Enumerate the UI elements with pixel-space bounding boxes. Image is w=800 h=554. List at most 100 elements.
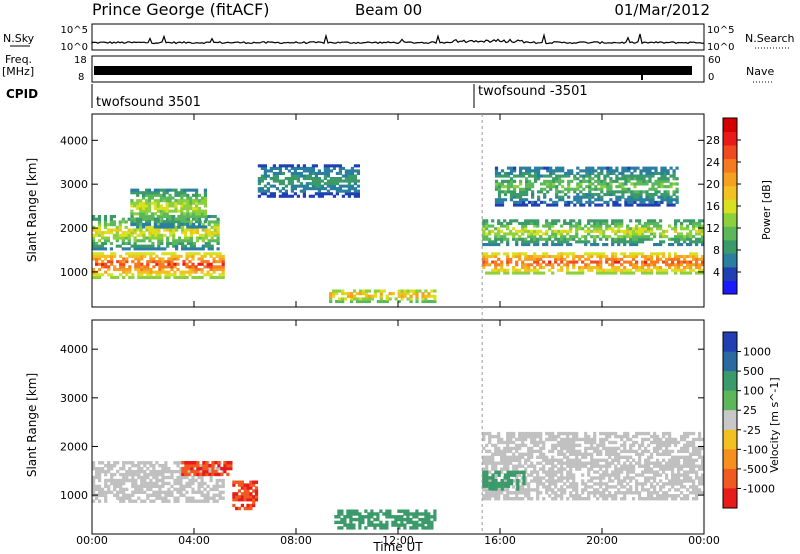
power-cell (623, 260, 627, 264)
velocity-cell (482, 431, 486, 436)
power-cell (524, 224, 528, 228)
power-cell (177, 191, 181, 195)
power-cell (623, 240, 627, 244)
power-cell (612, 203, 616, 207)
power-cell (620, 257, 624, 261)
power-cell (92, 239, 96, 243)
power-cell (174, 217, 178, 221)
power-cell (350, 179, 354, 183)
velocity-cell (155, 496, 159, 500)
velocity-cell (560, 473, 564, 477)
velocity-cell (164, 461, 168, 465)
power-cell (497, 263, 501, 267)
velocity-cell (482, 467, 486, 471)
power-cell (415, 289, 419, 293)
power-cell (98, 262, 102, 266)
power-cell (364, 297, 369, 301)
velocity-cell (527, 452, 531, 456)
velocity-cell (152, 481, 156, 486)
power-cell (140, 254, 144, 258)
power-cell (587, 232, 591, 236)
velocity-cell (131, 481, 135, 486)
velocity-cell (167, 493, 171, 497)
velocity-cell (518, 485, 522, 489)
velocity-cell (536, 497, 540, 501)
velocity-cell (254, 480, 259, 484)
velocity-cell (692, 437, 696, 442)
power-cell (145, 217, 149, 221)
velocity-cell (605, 464, 609, 468)
power-cell (611, 240, 615, 244)
power-cell (186, 193, 190, 197)
power-cell (675, 187, 679, 191)
power-cell (293, 169, 297, 173)
velocity-cell (146, 467, 150, 471)
power-cell (376, 300, 380, 304)
power-cell (157, 223, 161, 227)
power-cell (500, 266, 504, 270)
power-cell (179, 273, 183, 277)
power-cell (657, 182, 661, 186)
power-cell (545, 240, 549, 244)
power-cell (668, 257, 672, 261)
power-cell (557, 268, 561, 272)
power-cell (594, 187, 598, 191)
velocity-cell (149, 469, 153, 474)
velocity-cell (530, 449, 534, 454)
velocity-cell (164, 467, 168, 471)
velocity-cell (635, 449, 639, 454)
power-cell (596, 219, 600, 223)
velocity-cell (116, 493, 120, 497)
velocity-cell (608, 455, 612, 459)
velocity-cell (671, 458, 675, 462)
power-cell (599, 268, 603, 272)
power-cell (629, 268, 633, 272)
power-cell (665, 229, 669, 233)
power-cell (308, 194, 312, 198)
power-cell (657, 203, 661, 207)
power-cell (509, 195, 514, 199)
power-cell (503, 237, 507, 241)
velocity-cell (563, 440, 567, 445)
power-cell (545, 221, 549, 225)
velocity-cell (650, 452, 654, 456)
power-cell (136, 228, 140, 232)
power-cell (645, 190, 649, 194)
power-cell (200, 225, 205, 229)
power-cell (171, 225, 175, 229)
velocity-cell (584, 482, 588, 486)
velocity-cell (361, 520, 365, 525)
velocity-cell (563, 431, 567, 436)
power-cell (587, 219, 591, 223)
velocity-cell (563, 461, 567, 465)
x-tick-label: 16:00 (484, 534, 516, 547)
power-cell (257, 182, 261, 186)
power-cell (151, 247, 155, 251)
velocity-cell (367, 517, 371, 522)
velocity-cell (647, 494, 651, 498)
power-cell (497, 268, 501, 272)
power-cell (623, 252, 627, 256)
velocity-cell (551, 488, 555, 492)
velocity-cell (424, 509, 428, 513)
velocity-cell (653, 488, 657, 492)
velocity-cell (149, 472, 153, 477)
power-cell (161, 265, 165, 269)
power-cell (626, 271, 630, 275)
velocity-cell (569, 470, 573, 474)
power-cell (197, 201, 202, 205)
velocity-cell (161, 469, 165, 474)
velocity-cell (569, 467, 573, 471)
velocity-cell (104, 472, 108, 477)
velocity-cell (509, 431, 513, 436)
power-cell (695, 229, 699, 233)
power-cell (147, 214, 152, 218)
velocity-cell (632, 434, 636, 439)
velocity-cell (698, 467, 702, 471)
power-cell (491, 252, 495, 256)
power-colorbar-swatch (723, 145, 737, 160)
power-cell (534, 200, 538, 204)
velocity-cell (674, 482, 678, 486)
power-cell (648, 174, 652, 178)
power-cell (335, 164, 339, 168)
